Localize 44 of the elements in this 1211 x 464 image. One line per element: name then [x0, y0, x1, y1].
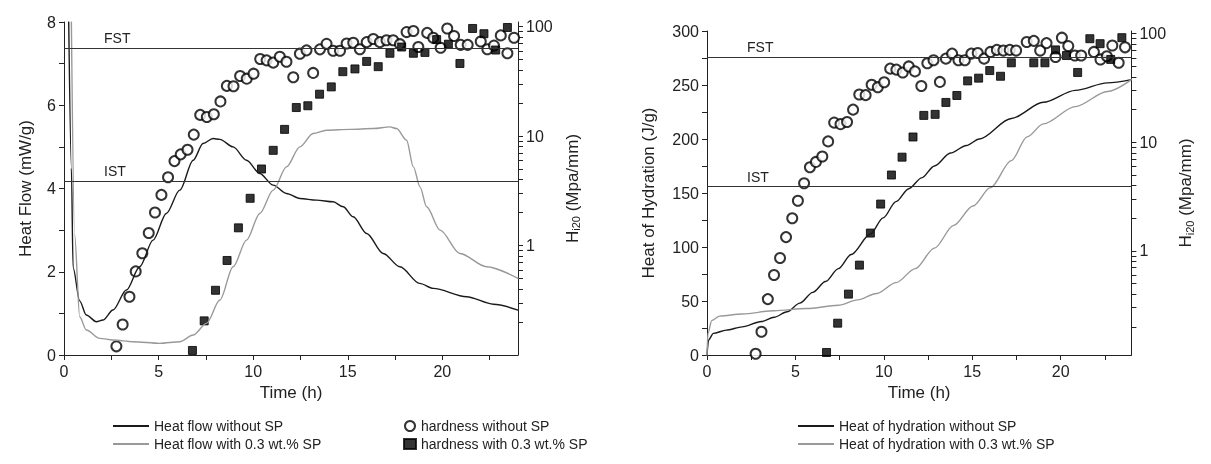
- x-axis-title: Time (h): [887, 382, 951, 402]
- y-tick-label: 0: [690, 346, 700, 364]
- x-tick-label: 0: [702, 362, 712, 380]
- y-tick-label: 0: [47, 346, 57, 364]
- y-tick-label: 300: [672, 22, 700, 40]
- x-tick-label: 20: [433, 362, 452, 380]
- legend-label: Heat flow without SP: [154, 418, 284, 434]
- x-tick-label: 15: [963, 362, 982, 380]
- legend-label: hardness without SP: [421, 418, 550, 434]
- x-tick-label: 10: [874, 362, 893, 380]
- y-tick-label: 200: [672, 130, 700, 148]
- y-tick-label: 6: [47, 96, 57, 114]
- legend-label: Heat of hydration without SP: [839, 418, 1017, 434]
- y2-tick-label: 100: [526, 18, 553, 36]
- y2-tick-label: 100: [1139, 25, 1167, 43]
- x-tick-label: 10: [244, 362, 263, 380]
- ref-line-label: FST: [747, 39, 774, 56]
- ref-line-label: IST: [104, 162, 127, 179]
- x-tick-label: 0: [59, 362, 69, 380]
- legend-label: Heat of hydration with 0.3 wt.% SP: [839, 436, 1055, 452]
- y-tick-label: 8: [47, 13, 57, 31]
- y2-tick-label: 10: [1139, 133, 1158, 151]
- legend-label: Heat flow with 0.3 wt.% SP: [154, 436, 322, 452]
- y-tick-label: 100: [672, 238, 700, 256]
- ref-line-label: IST: [747, 168, 770, 185]
- legend-label: hardness with 0.3 wt.% SP: [421, 436, 588, 452]
- y2-axis-title: Hi20 (Mpa/mm): [1176, 138, 1196, 248]
- x-axis-title: Time (h): [259, 382, 323, 402]
- y-tick-label: 50: [681, 292, 700, 310]
- y2-axis-title: Hi20 (Mpa/mm): [562, 133, 583, 244]
- y2-tick-label: 1: [526, 237, 535, 255]
- y-tick-label: 2: [47, 263, 57, 281]
- x-tick-label: 15: [338, 362, 357, 380]
- x-tick-label: 20: [1051, 362, 1070, 380]
- y-axis-title: Heat of Hydration (J/g): [639, 107, 658, 279]
- y-tick-label: 150: [672, 184, 700, 202]
- y-axis-title: Heat Flow (mW/g): [16, 120, 35, 257]
- x-tick-label: 5: [790, 362, 800, 380]
- y2-tick-label: 1: [1139, 242, 1149, 260]
- x-tick-label: 5: [154, 362, 164, 380]
- y2-tick-label: 10: [526, 127, 544, 145]
- y-tick-label: 4: [47, 180, 57, 197]
- y-tick-label: 250: [672, 76, 700, 94]
- ref-line-label: FST: [104, 29, 131, 46]
